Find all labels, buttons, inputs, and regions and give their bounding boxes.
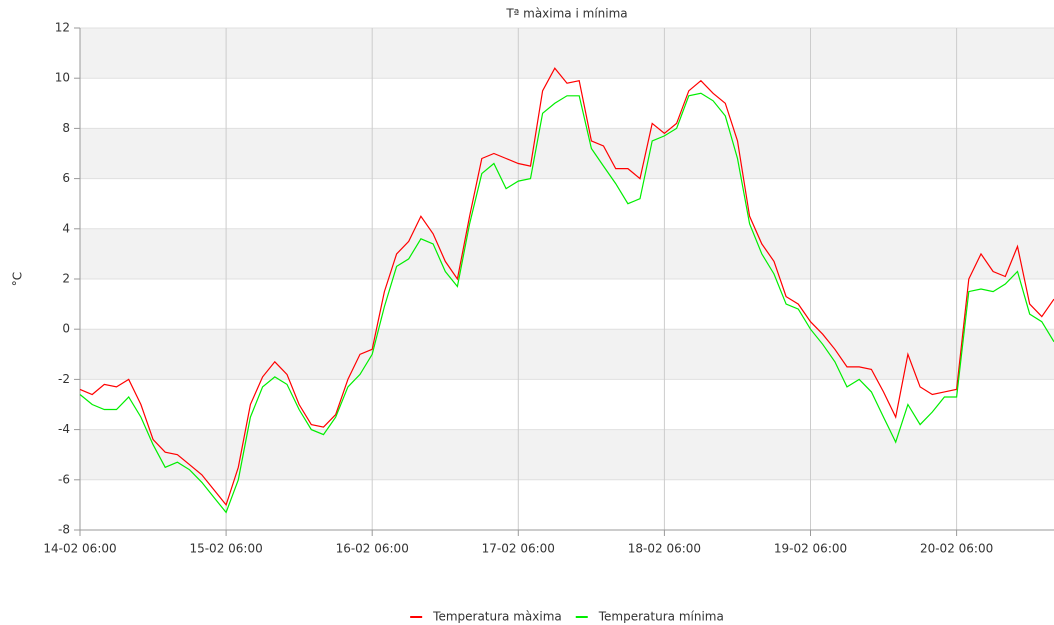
y-tick-label: 6 <box>62 171 70 185</box>
x-tick-label: 14-02 06:00 <box>43 542 116 556</box>
y-tick-label: -2 <box>58 372 70 386</box>
grid-band <box>80 28 1054 79</box>
line <box>79 67 1054 507</box>
chart-title: Tª màxima i mínima <box>505 7 627 21</box>
grid-band <box>80 128 1054 179</box>
legend-label: Temperatura màxima <box>432 610 562 624</box>
line <box>79 92 1054 514</box>
y-tick-label: 4 <box>62 221 70 235</box>
x-tick-label: 19-02 06:00 <box>774 542 847 556</box>
x-tick-label: 18-02 06:00 <box>628 542 701 556</box>
y-tick-label: -6 <box>58 472 70 486</box>
y-axis-label: °C <box>11 272 25 286</box>
grid-band <box>80 329 1054 380</box>
x-tick-label: 16-02 06:00 <box>336 542 409 556</box>
y-tick-label: -4 <box>58 422 70 436</box>
grid-band <box>80 429 1054 480</box>
y-tick-label: 12 <box>55 21 70 35</box>
x-tick-label: 20-02 06:00 <box>920 542 993 556</box>
y-tick-label: 2 <box>62 272 70 286</box>
y-tick-label: -8 <box>58 523 70 537</box>
x-tick-label: 17-02 06:00 <box>482 542 555 556</box>
y-tick-label: 8 <box>62 121 70 135</box>
grid-band <box>80 228 1054 279</box>
x-tick-label: 15-02 06:00 <box>189 542 262 556</box>
legend-label: Temperatura mínima <box>598 610 724 624</box>
y-tick-label: 10 <box>55 71 70 85</box>
y-tick-label: 0 <box>62 322 70 336</box>
